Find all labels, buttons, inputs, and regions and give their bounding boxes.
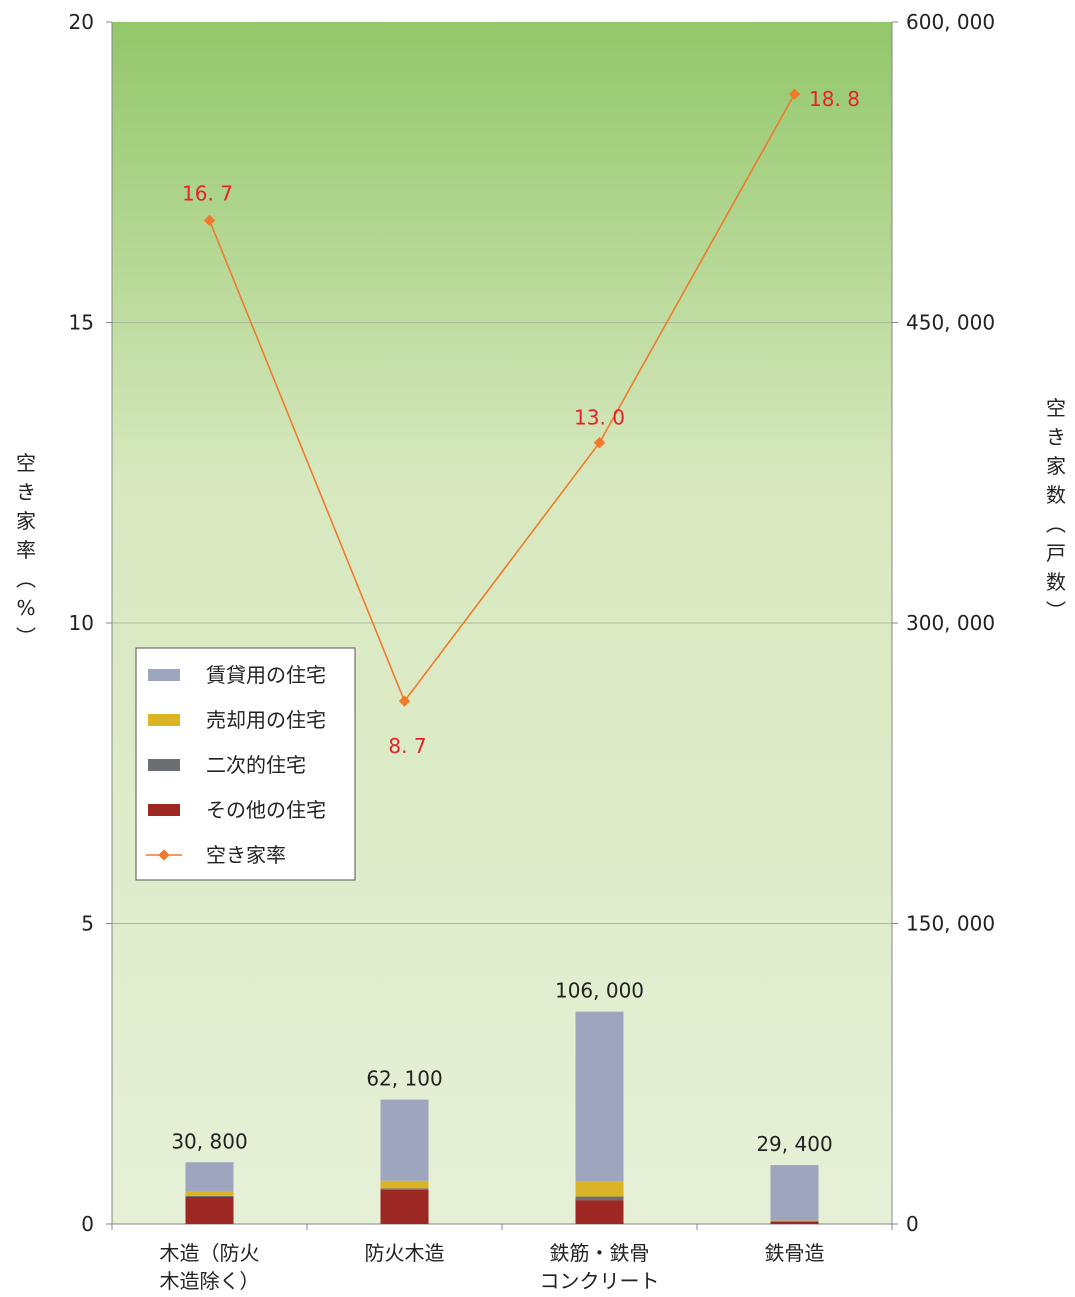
bar-segment (185, 1162, 234, 1191)
legend-swatch (148, 804, 180, 816)
axis-title-char: き (16, 480, 36, 504)
x-category-line: 木造（防火 (160, 1241, 260, 1265)
bar-segment (770, 1165, 819, 1221)
rate-data-label: 13. 0 (574, 406, 625, 430)
labels: 30, 800 62, 100 106, 000 29, 400 16. 7 8. 7 13… (171, 87, 860, 1156)
x-category-line: 鉄筋・鉄骨 (550, 1241, 650, 1265)
right-tick-label: 450, 000 (906, 311, 995, 335)
legend-label: その他の住宅 (206, 798, 326, 822)
bar-total-label: 62, 100 (366, 1067, 442, 1091)
bar-total-label: 30, 800 (171, 1129, 247, 1153)
rate-point (593, 437, 606, 449)
x-category-line: コンクリート (540, 1269, 660, 1293)
legend-swatch (148, 759, 180, 771)
axis-title-char: ︶ (1046, 599, 1066, 623)
bar-segment (380, 1188, 429, 1190)
axis-title-char: ︶ (16, 625, 36, 649)
legend-label: 空き家率 (206, 843, 286, 867)
left-tick-label: 20 (69, 10, 94, 34)
legend-label: 二次的住宅 (206, 753, 306, 777)
rate-data-label: 18. 8 (809, 87, 860, 111)
bar-total-label: 29, 400 (756, 1132, 832, 1156)
left-tick-label: 0 (81, 1212, 94, 1236)
x-category-line: 防火木造 (365, 1241, 445, 1265)
axis-title-char: 数 (1046, 483, 1066, 507)
rate-line (203, 88, 801, 707)
rate-point (203, 214, 216, 226)
left-axis-title: 空き家率 ︵% ︶ (16, 451, 36, 649)
axis-title-char: 戸 (1046, 541, 1066, 565)
bar-segment (770, 1220, 819, 1222)
bar-segment (770, 1221, 819, 1224)
bar-segment (575, 1181, 624, 1197)
legend-label: 売却用の住宅 (206, 708, 326, 732)
legend-swatch (148, 714, 180, 726)
axis-title-char: 数 (1046, 570, 1066, 594)
axis-title-char: % (16, 596, 35, 620)
bars (185, 1011, 819, 1224)
rate-data-label: 8. 7 (388, 734, 426, 758)
gridlines (112, 322, 892, 924)
axis-title-char: 空 (16, 451, 36, 475)
bar-segment (380, 1099, 429, 1181)
axis-title-char: 家 (1046, 454, 1066, 478)
axis-title-char: 家 (16, 509, 36, 533)
x-category-label: 鉄骨造 (765, 1241, 825, 1265)
legend-marker (158, 849, 170, 861)
left-tick-label: 15 (69, 311, 94, 335)
axis-title-char: 空 (1046, 396, 1066, 420)
x-category-line: 木造除く） (160, 1269, 260, 1293)
right-tick-label: 300, 000 (906, 611, 995, 635)
bar-segment (185, 1196, 234, 1224)
right-tick-label: 150, 000 (906, 912, 995, 936)
bar-segment (575, 1196, 624, 1201)
x-category-label: 鉄筋・鉄骨コンクリート (540, 1241, 660, 1293)
left-tick-label: 5 (81, 912, 94, 936)
bar-total-label: 106, 000 (555, 979, 644, 1003)
axis-title-char: ︵ (16, 567, 36, 591)
rate-data-label: 16. 7 (182, 181, 233, 205)
right-tick-label: 600, 000 (906, 10, 995, 34)
bar-segment (575, 1200, 624, 1224)
rate-point (398, 695, 411, 707)
legend-swatch (148, 669, 180, 681)
right-axis-title: 空き家数︵戸数︶ (1046, 396, 1066, 623)
bar-segment (185, 1190, 234, 1196)
left-tick-label: 10 (69, 611, 94, 635)
axis-title-char: ︵ (1046, 512, 1066, 536)
x-category-label: 木造（防火木造除く） (160, 1241, 260, 1293)
x-category-line: 鉄骨造 (765, 1241, 825, 1265)
x-category-label: 防火木造 (365, 1241, 445, 1265)
bar-segment (380, 1180, 429, 1189)
rate-line-path (208, 93, 796, 703)
legend-label: 賃貸用の住宅 (206, 663, 326, 687)
bar-segment (185, 1195, 234, 1197)
bar-segment (380, 1189, 429, 1224)
right-tick-label: 0 (906, 1212, 919, 1236)
axis-title-char: き (1046, 425, 1066, 449)
axes: 0 0 5 150, 000 10 300, 000 15 450, 000 20 600, 00… (69, 10, 996, 1293)
axis-titles: 空き家率︵% ︶空き家数︵戸数︶ (16, 396, 1066, 649)
axis-title-char: 率 (16, 538, 36, 562)
bar-segment (575, 1011, 624, 1182)
